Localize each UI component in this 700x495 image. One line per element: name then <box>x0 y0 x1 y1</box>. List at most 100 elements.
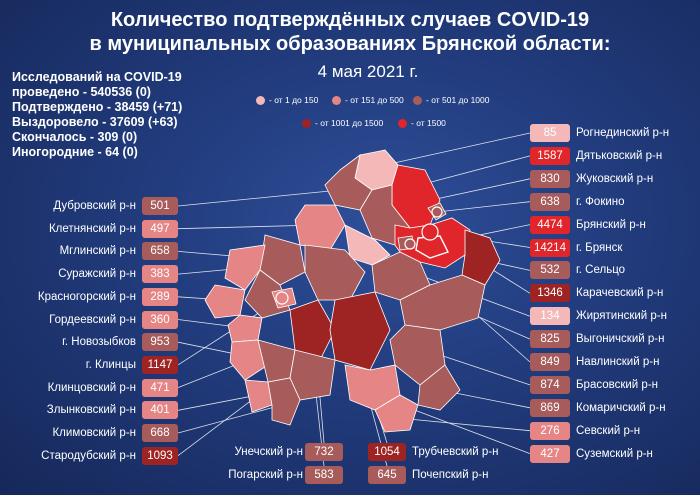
district-name: Суземский р-н <box>576 447 653 460</box>
map-sevsky <box>374 394 419 433</box>
stat-confirmed: Подтверждено - 38459 (+71) <box>12 100 183 114</box>
legend-swatch <box>302 118 311 128</box>
district-name: Трубчевский р-н <box>412 446 499 458</box>
map-starodubsky <box>289 299 336 361</box>
district-name: Брасовский р-н <box>576 378 658 391</box>
legend-label: - от 1001 до 1500 <box>315 118 384 128</box>
map-marker-bryansk <box>421 223 439 241</box>
district-value: 471 <box>142 378 178 397</box>
district-value: 360 <box>142 310 178 329</box>
district-name: г. Фокино <box>576 195 625 208</box>
legend-label: - от 1500 <box>411 118 446 128</box>
district-value: 583 <box>305 466 343 484</box>
district-name: Суражский р-н <box>58 268 136 281</box>
stat-tests-line2: проведено - 540536 (0) <box>12 85 151 99</box>
legend-item: - от 1001 до 1500 <box>302 118 383 128</box>
map-krasnogorsky <box>204 284 246 319</box>
map-zhiryatinsky <box>344 224 391 266</box>
map-komarichsky <box>417 364 461 411</box>
map-marker-fokino <box>431 206 443 218</box>
district-value: 874 <box>530 375 570 394</box>
district-name: Гордеевский р-н <box>49 313 136 326</box>
stat-nonresident: Иногородние - 64 (0) <box>12 145 138 159</box>
district-value: 383 <box>142 265 178 284</box>
page-title-line1: Количество подтверждённых случаев COVID-… <box>110 9 590 31</box>
leader-line <box>384 132 531 166</box>
district-value: 1054 <box>368 443 406 461</box>
legend-item: - от 151 до 500 <box>332 95 404 105</box>
map-klimovsky <box>267 377 301 426</box>
district-name: Климовский р-н <box>52 427 136 439</box>
leader-line <box>177 224 319 230</box>
leader-line <box>177 394 259 411</box>
district-name: Брянский р-н <box>576 218 646 231</box>
district-value: 1587 <box>530 146 570 165</box>
map-marker-klintsy <box>275 291 289 305</box>
leader-line <box>177 404 283 434</box>
district-name: Севский р-н <box>576 424 641 437</box>
map-kletnyansky <box>294 204 346 251</box>
map-marker-seltso <box>404 238 416 250</box>
legend-swatch <box>413 95 422 105</box>
legend-label: - от 1 до 150 <box>269 95 319 105</box>
district-value: 1346 <box>530 284 570 303</box>
district-name: Красногорский р-н <box>37 290 136 303</box>
map-trubchevsky <box>329 291 391 371</box>
district-value: 276 <box>530 421 570 440</box>
district-value: 289 <box>142 287 178 306</box>
legend-item: - от 1 до 150 <box>256 95 318 105</box>
district-name: Жуковский р-н <box>576 172 654 185</box>
district-value: 1147 <box>142 355 178 374</box>
map-pogarsky <box>289 349 336 401</box>
report-date: 4 мая 2021 г. <box>317 62 419 81</box>
leader-line <box>419 155 531 186</box>
map-novozybkov <box>257 339 296 383</box>
stat-recovered: Выздоровело - 37609 (+63) <box>12 115 178 129</box>
district-value: 953 <box>142 333 178 352</box>
district-value: 532 <box>530 261 570 280</box>
district-value: 668 <box>142 424 178 442</box>
leader-line <box>436 201 531 213</box>
district-value: 4474 <box>530 215 570 234</box>
district-name: Дубровский р-н <box>53 200 136 212</box>
stats-block: Исследований на COVID-19 проведено - 540… <box>12 70 182 160</box>
district-name: Рогнединский р-н <box>576 127 670 139</box>
map-zlynkovsky <box>244 379 273 413</box>
map-surazhsky <box>224 244 266 291</box>
legend-label: - от 151 до 500 <box>345 95 404 105</box>
stat-tests-line1: Исследований на COVID-19 <box>12 70 182 84</box>
district-name: Клетнянский р-н <box>48 222 136 235</box>
leader-line <box>177 189 341 207</box>
stat-deaths: Скончалось - 309 (0) <box>12 130 138 144</box>
district-value: 830 <box>530 169 570 188</box>
district-value: 849 <box>530 353 570 371</box>
district-name: Карачевский р-н <box>576 287 664 300</box>
map-gordeevsky <box>227 314 263 343</box>
legend-item: - от 501 до 1000 <box>413 95 490 105</box>
district-name: Навлинский р-н <box>576 356 660 368</box>
district-value: 869 <box>530 398 570 417</box>
district-value: 427 <box>530 444 570 463</box>
district-value: 85 <box>530 124 570 142</box>
district-name: Комаричский р-н <box>576 401 666 414</box>
district-name: г. Клинцы <box>85 358 136 371</box>
district-name: Дятьковский р-н <box>576 149 663 162</box>
district-name: Унечский р-н <box>234 446 303 458</box>
district-name: Мглинский р-н <box>59 245 136 258</box>
legend-swatch <box>332 95 341 105</box>
district-name: Жирятинский р-н <box>576 310 667 323</box>
district-name: Погарский р-н <box>228 469 303 481</box>
district-value: 401 <box>142 401 178 420</box>
district-name: Почепский р-н <box>412 469 489 481</box>
district-value: 1093 <box>142 446 178 465</box>
legend-swatch <box>256 95 265 105</box>
district-value: 497 <box>142 219 178 238</box>
district-value: 501 <box>142 197 178 215</box>
district-value: 134 <box>530 307 570 326</box>
legend-swatch <box>398 118 407 128</box>
district-value: 645 <box>368 466 406 484</box>
district-value: 732 <box>305 443 343 461</box>
district-name: Стародубский р-н <box>41 449 136 462</box>
district-name: Злынковский р-н <box>46 404 136 417</box>
